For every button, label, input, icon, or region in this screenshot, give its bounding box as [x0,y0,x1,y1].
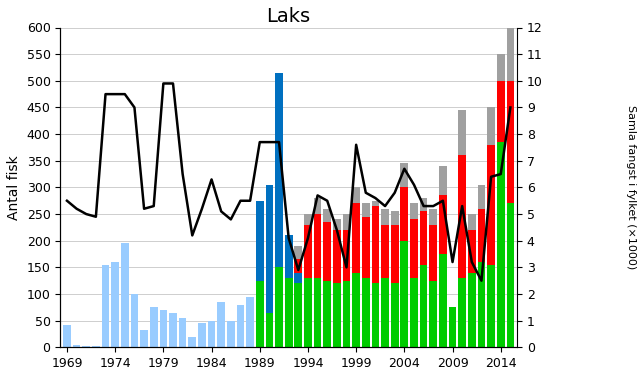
Bar [92,346,100,347]
Bar [285,278,293,347]
Bar [439,166,447,195]
Bar [410,278,418,347]
Bar [487,265,495,347]
Bar [362,204,370,217]
Bar [314,198,322,214]
Bar [507,204,514,347]
Bar [497,142,505,347]
Bar [391,211,399,225]
Bar [266,185,273,313]
Bar [352,187,360,204]
Bar [468,214,476,230]
Bar [391,284,399,347]
Bar [381,225,389,278]
Bar [343,281,350,347]
Bar [111,262,119,347]
Bar [294,284,302,347]
Bar [198,323,206,347]
Bar [430,281,437,347]
Bar [179,318,186,347]
Bar [188,337,196,347]
Bar [159,310,167,347]
Bar [208,321,215,347]
Bar [256,201,264,281]
Bar [401,163,408,187]
Bar [478,262,485,347]
Bar [507,28,514,81]
Bar [304,225,312,278]
Bar [420,211,428,265]
Bar [323,222,331,281]
Bar [401,187,408,241]
Bar [410,219,418,278]
Bar [439,195,447,254]
Bar [73,345,80,347]
Title: Laks: Laks [267,7,311,26]
Bar [333,230,341,284]
Bar [304,278,312,347]
Bar [227,321,235,347]
Bar [372,284,379,347]
Bar [362,217,370,278]
Bar [420,265,428,347]
Bar [217,302,225,347]
Bar [102,265,109,347]
Bar [468,273,476,347]
Bar [294,246,302,259]
Bar [487,107,495,145]
Bar [401,241,408,347]
Bar [430,225,437,281]
Y-axis label: Antal fisk: Antal fisk [7,155,21,220]
Bar [410,204,418,219]
Bar [246,297,254,347]
Bar [497,54,505,81]
Bar [420,198,428,211]
Bar [458,278,466,347]
Bar [304,214,312,225]
Bar [497,81,505,142]
Bar [121,244,129,347]
Bar [333,219,341,230]
Bar [449,307,457,347]
Bar [140,330,148,347]
Bar [237,305,244,347]
Bar [323,281,331,347]
Bar [478,185,485,209]
Bar [294,259,302,273]
Bar [352,273,360,347]
Bar [266,313,273,347]
Bar [478,209,485,262]
Bar [458,155,466,278]
Bar [333,284,341,347]
Bar [507,81,514,204]
Bar [352,204,360,273]
Bar [343,230,350,281]
Bar [381,209,389,225]
Bar [381,278,389,347]
Bar [82,346,90,347]
Bar [294,273,302,284]
Bar [285,235,293,278]
Bar [275,267,283,347]
Bar [314,214,322,278]
Bar [487,145,495,265]
Bar [430,209,437,225]
Bar [314,278,322,347]
Y-axis label: Samla fangst i fylket (×1000): Samla fangst i fylket (×1000) [626,105,636,270]
Bar [372,206,379,284]
Bar [468,230,476,273]
Bar [63,325,71,347]
Bar [275,73,283,267]
Bar [343,214,350,230]
Bar [169,313,177,347]
Bar [256,281,264,347]
Bar [439,254,447,347]
Bar [323,209,331,222]
Bar [391,225,399,284]
Bar [150,307,158,347]
Bar [372,201,379,206]
Bar [362,278,370,347]
Bar [458,110,466,155]
Bar [131,294,138,347]
